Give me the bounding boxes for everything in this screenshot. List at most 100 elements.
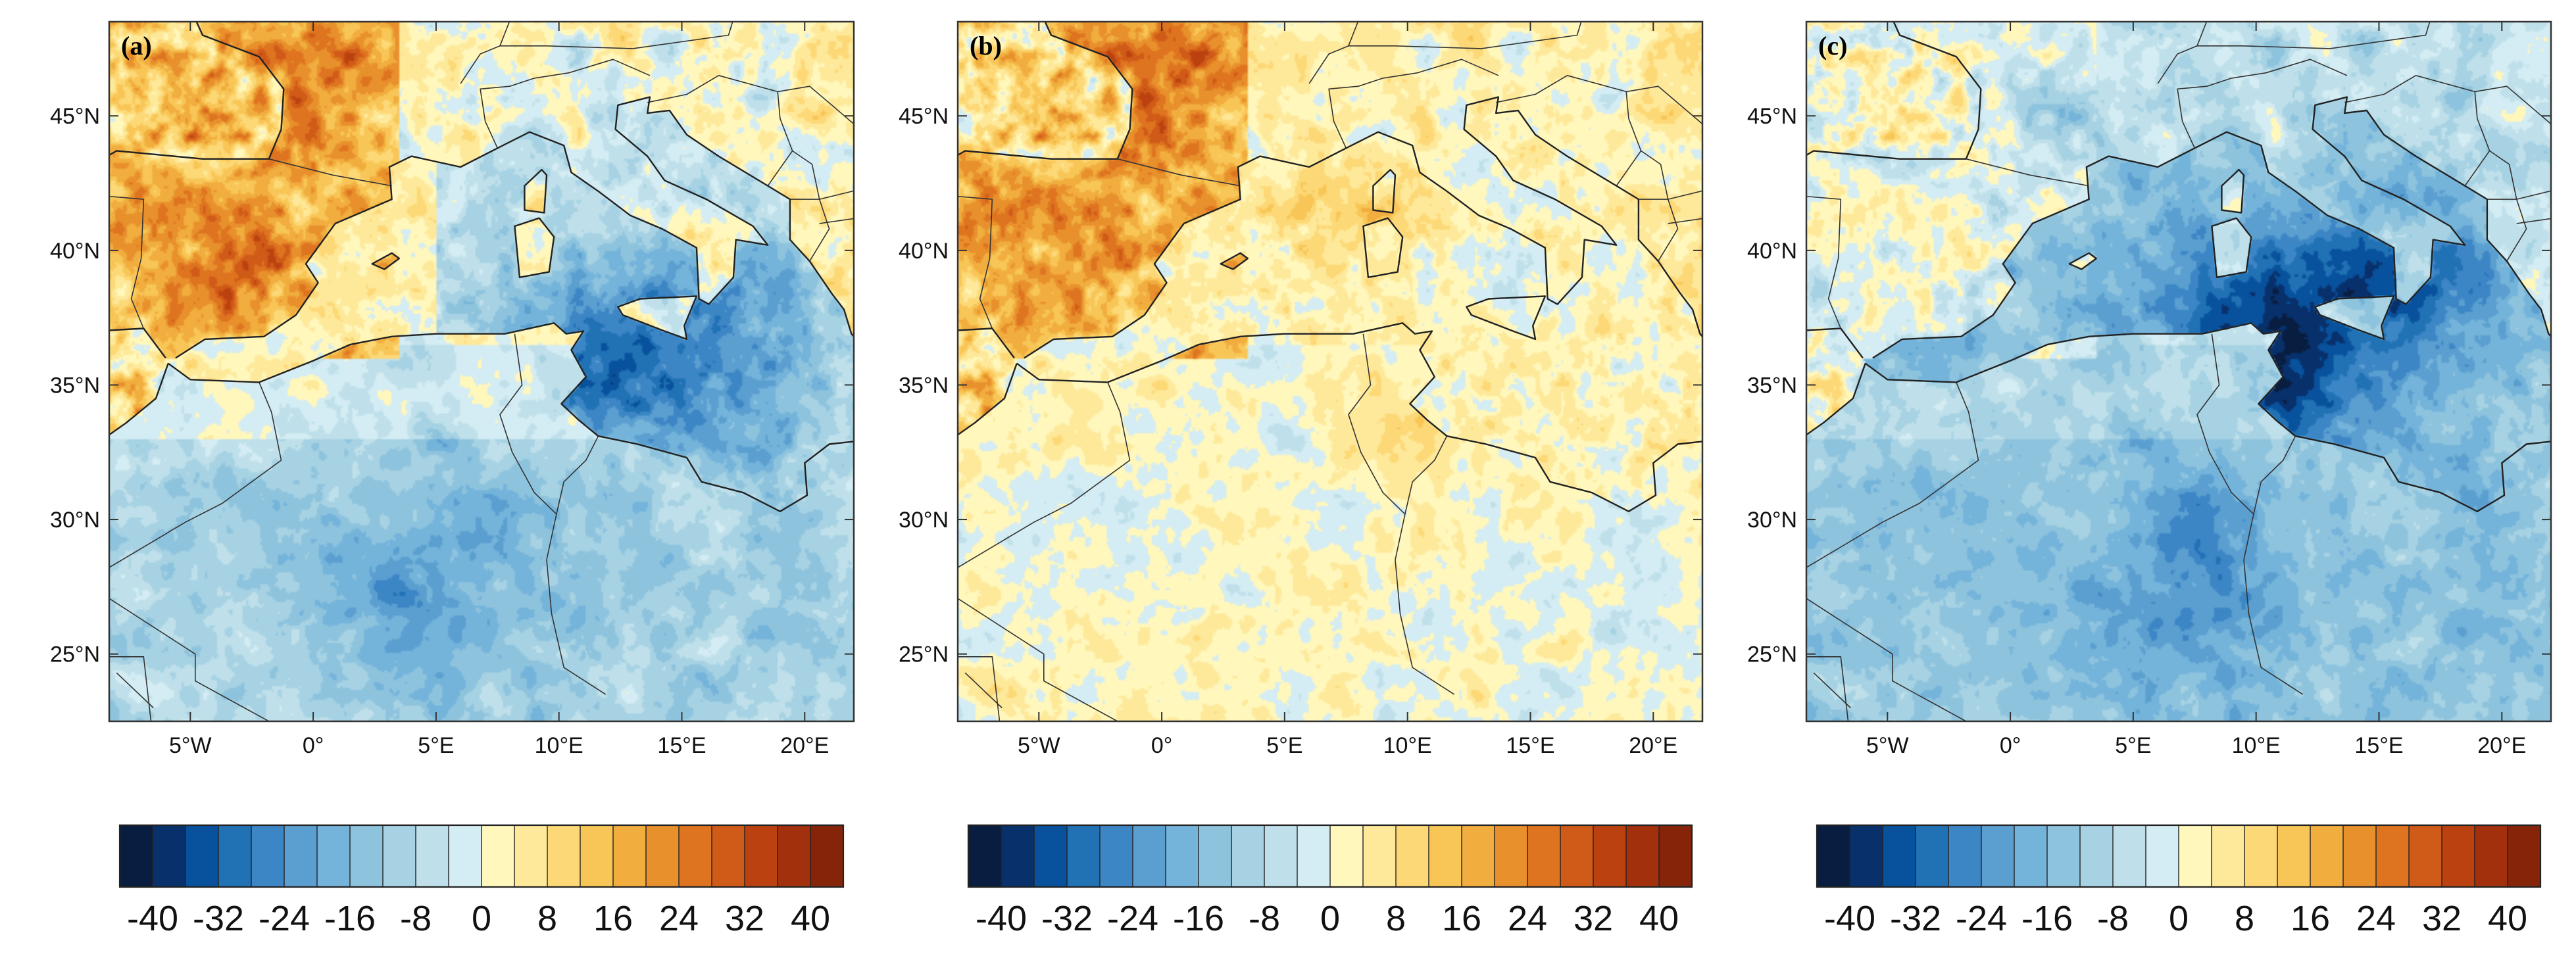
colorbar-swatch [1527,825,1561,887]
island-coastline [2068,252,2097,270]
lon-tick-label: 0° [2000,733,2021,758]
colorbar-swatch [1264,825,1298,887]
geography-lines [109,22,854,721]
coastline [109,22,285,160]
coastline [958,22,1133,160]
colorbar-tick-label: 16 [593,899,633,938]
island-coastline [2314,295,2395,341]
lat-tick-label: 40°N [1747,239,1797,264]
coastline [958,363,1018,436]
island-coastline [371,252,400,270]
lon-tick-label: 5°E [1266,733,1302,758]
country-border [2516,218,2551,224]
colorbar-tick-label: 8 [537,899,557,938]
lat-tick-label: 45°N [50,104,100,129]
lat-tick-label: 35°N [50,373,100,398]
colorbar-swatch [482,825,515,887]
colorbar-swatch [2376,825,2410,887]
anomaly-field [1806,22,2551,721]
colorbar-swatch [186,825,219,887]
colorbar-frame [118,824,845,888]
colorbar-swatch [449,825,482,887]
country-border [958,656,1001,721]
coastline [1806,22,1982,160]
country-border [1638,199,1679,262]
colorbar-swatch [1034,825,1068,887]
country-border [460,45,547,84]
colorbar-tick-label: 40 [1639,899,1679,938]
country-border [1117,158,1241,187]
colorbar-tick-label: -40 [1824,899,1875,938]
lon-tick-label: 0° [303,733,324,758]
colorbar-tick-label: 8 [1386,899,1406,938]
island-coastline [2221,168,2245,214]
country-border [1328,59,1499,149]
island-coastline [1220,252,1249,270]
colorbar: -40 -32 -24 -16 -8 0 8 16 24 32 40 [118,824,845,938]
colorbar-swatch [1981,825,2015,887]
map-frame [1805,20,2552,723]
colorbar-tick-label: -8 [1249,899,1280,938]
colorbar-frame [1816,824,2542,888]
coastline [1806,327,1864,359]
lat-tick-label: 45°N [899,104,949,129]
colorbar-swatch [1396,825,1429,887]
colorbar-swatch [1495,825,1528,887]
colorbar-tick-label: -8 [2097,899,2129,938]
colorbar-swatch [2442,825,2475,887]
map-frame [956,20,1704,723]
country-border [958,598,1119,721]
colorbar-swatch [1166,825,1199,887]
lon-tick-label: 20°E [1629,733,1677,758]
anomaly-field [958,22,1702,721]
colorbar-tick-label: -40 [976,899,1027,938]
coastline [109,327,166,359]
map-panel: 5°W 0° 5°E 10°E 15°E 20°E 45°N 40°N 35°N 30°N 25°N… [1747,20,2552,938]
colorbar-tick-label: -24 [259,899,310,938]
colorbar-swatch [1363,825,1397,887]
lat-tick-label: 45°N [1747,104,1797,129]
country-border [1813,672,1851,709]
colorbar-swatch [251,825,285,887]
colorbar-swatch [2179,825,2212,887]
colorbar-tick-label: 0 [1320,899,1340,938]
country-border [2487,199,2527,262]
lat-tick-label: 35°N [1747,373,1797,398]
colorbar-tick-label: 40 [2488,899,2527,938]
colorbar-tick-label: 8 [2235,899,2254,938]
anomaly-field [109,22,854,721]
colorbar-swatch [153,825,186,887]
lon-tick-label: 10°E [1383,733,1432,758]
island-coastline [524,168,548,214]
colorbar-swatch [1001,825,1035,887]
colorbar-swatch [1429,825,1462,887]
colorbar-swatch [2244,825,2278,887]
lat-tick-label: 35°N [899,373,949,398]
colorbar-swatch [1067,825,1101,887]
country-border [778,85,854,125]
country-border [958,382,1131,568]
colorbar-swatch [1297,825,1331,887]
country-border [109,656,152,721]
country-border [1806,598,1968,721]
colorbar-swatch [2508,825,2541,887]
colorbar-tick-label: 32 [1573,899,1613,938]
colorbar-swatch [810,825,844,887]
lat-tick-label: 25°N [1747,642,1797,667]
colorbar-swatch [745,825,778,887]
lat-tick-label: 25°N [899,642,949,667]
lat-tick-label: 30°N [50,508,100,533]
colorbar-swatch [2343,825,2377,887]
coastline [175,96,854,359]
country-border [1308,45,1395,84]
country-border [2157,45,2244,84]
country-border [2475,85,2551,125]
lon-tick-label: 20°E [780,733,829,758]
coastline [1872,96,2551,359]
island-coastline [514,217,555,278]
country-border [1641,150,1702,200]
colorbar-swatch [1100,825,1133,887]
panel-label: (a) [121,31,152,60]
colorbar-tick-label: -16 [2021,899,2073,938]
